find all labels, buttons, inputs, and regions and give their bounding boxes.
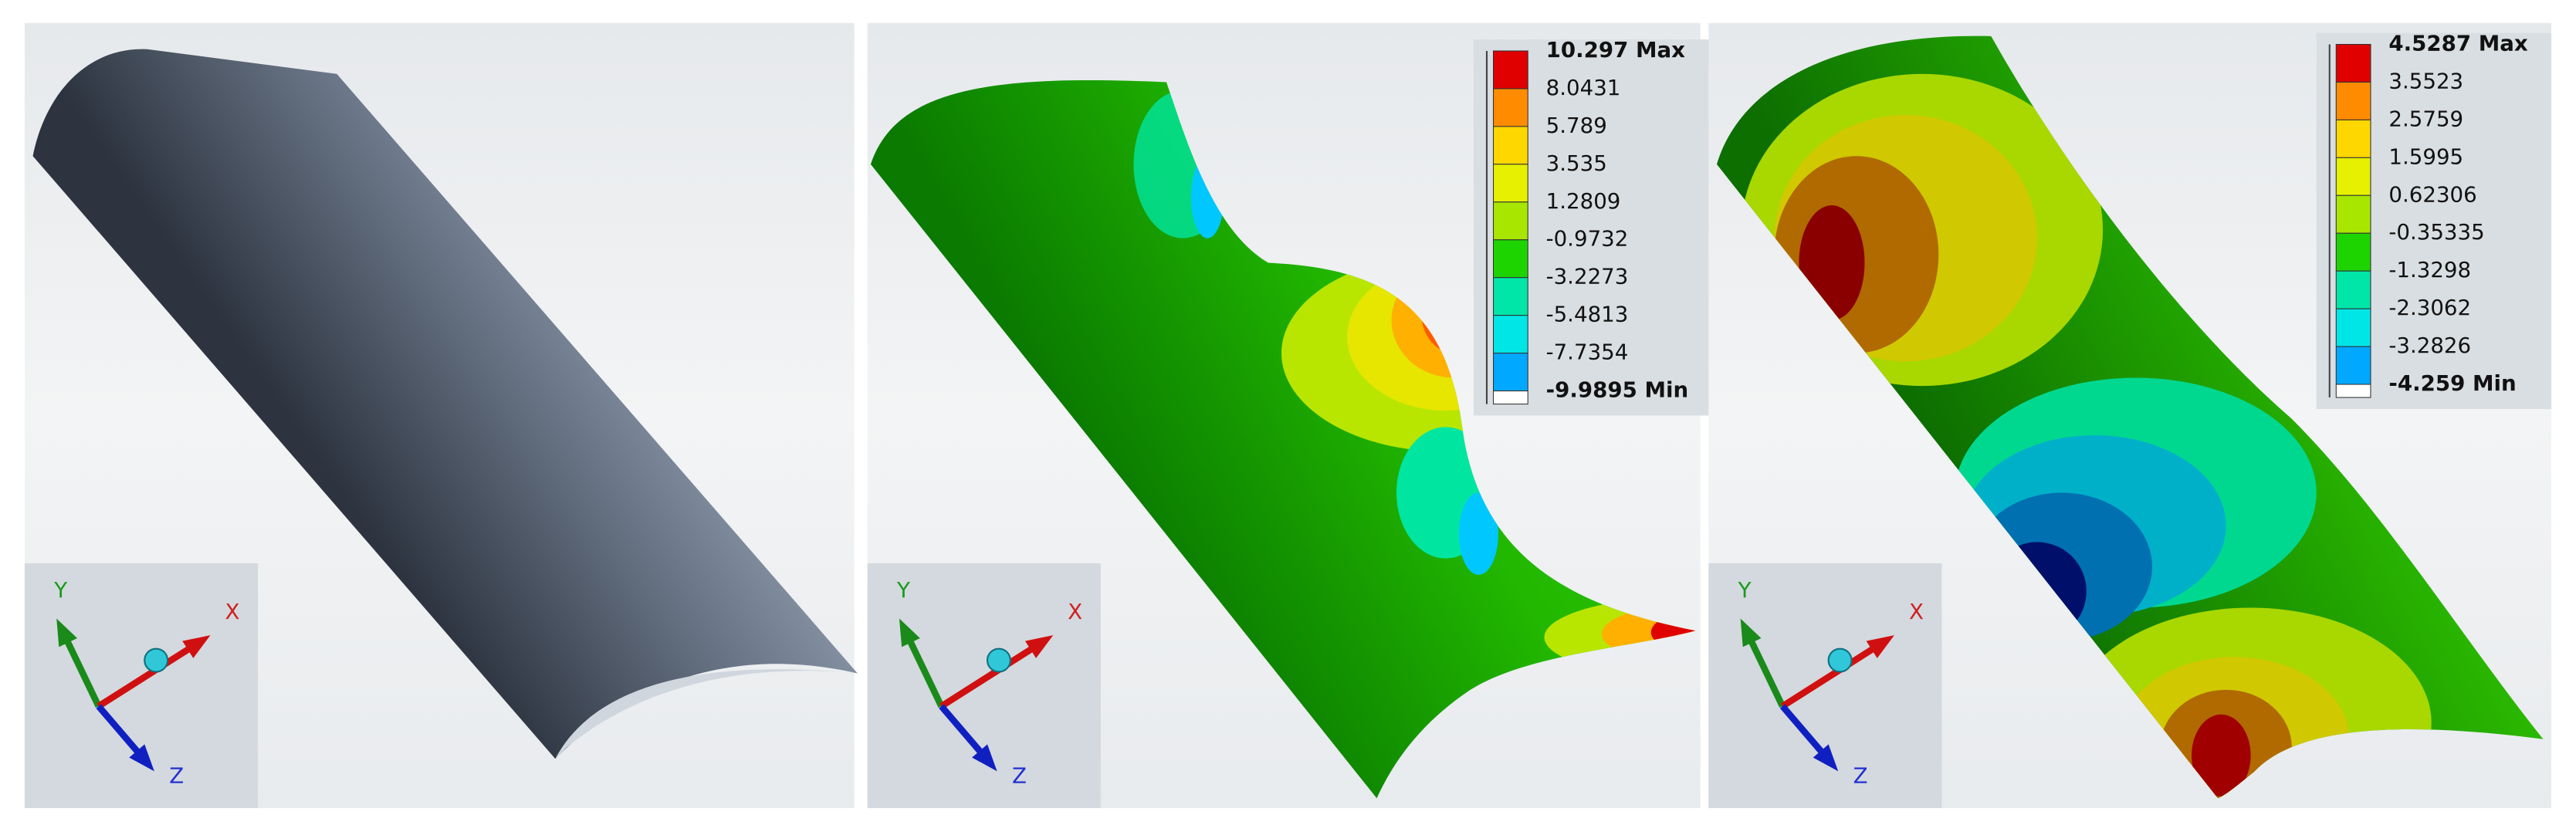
triad: Y X Z [1708, 563, 1942, 809]
legend-label: -2.3062 [2388, 295, 2471, 320]
legend-label: 2.5759 [2388, 106, 2463, 131]
legend-swatch [1492, 88, 1528, 127]
x-arrowhead [1866, 635, 1894, 658]
model-undeformed [32, 49, 858, 759]
legend-label: -3.2826 [2388, 333, 2471, 358]
triad-box [24, 563, 259, 809]
axis-label: Z [1012, 763, 1027, 789]
x-axis [1780, 637, 1888, 709]
triad-origin [1827, 647, 1853, 673]
triad-box [1708, 563, 1942, 809]
legend-label: 10.297 Max [1546, 37, 1686, 63]
triad-box [867, 563, 1101, 809]
legend-swatch [1492, 315, 1528, 354]
legend-swatch [2335, 232, 2371, 272]
legend-label: -5.4813 [1546, 302, 1629, 327]
legend-swatch [2335, 346, 2371, 385]
x-arrowhead [1024, 635, 1054, 658]
axis-label: X [1068, 599, 1082, 624]
axis-label: Y [896, 577, 910, 603]
legend: 4.5287 Max 3.5523 2.5759 1.5995 0.62306 -0.35… [2316, 30, 2552, 409]
triad: Y X Z [24, 563, 259, 809]
axis-label: Z [1853, 763, 1868, 789]
legend-swatch [2335, 384, 2371, 398]
triad-origin [144, 647, 169, 673]
legend-swatch [2335, 81, 2371, 120]
shell-edge [555, 669, 858, 759]
z-arrowhead [972, 744, 997, 772]
shell [870, 79, 1696, 799]
z-arrowhead [129, 744, 154, 772]
y-arrowhead [56, 618, 78, 647]
legend-label: 3.5523 [2388, 68, 2463, 93]
legend-swatch [1492, 353, 1528, 392]
axis-label: Y [1738, 577, 1752, 603]
legend-swatch [2335, 308, 2371, 347]
axis-label: Y [53, 577, 67, 603]
legend-swatch [1492, 164, 1528, 203]
legend-label: -9.9895 Min [1546, 377, 1689, 403]
axis-label: X [225, 599, 240, 624]
legend-label: 4.5287 Max [2388, 30, 2528, 56]
legend-swatch [1492, 239, 1528, 279]
legend-swatch [2335, 43, 2371, 83]
z-arrowhead [1813, 744, 1839, 772]
legend-swatch [1492, 126, 1528, 165]
x-arrowhead [182, 635, 211, 658]
legend-label: -3.2273 [1546, 264, 1629, 289]
axis-label: X [1909, 599, 1924, 624]
legend-swatch [2335, 119, 2371, 158]
legend-label: 1.5995 [2388, 144, 2463, 169]
legend-swatch [1492, 390, 1528, 405]
legend-label: -0.35335 [2388, 219, 2484, 245]
legend-label: -1.3298 [2388, 257, 2471, 282]
x-axis [939, 637, 1047, 709]
shell [32, 49, 858, 759]
legend-swatch [2335, 270, 2371, 309]
y-arrowhead [1740, 618, 1762, 647]
legend-label: 3.535 [1546, 150, 1607, 176]
triad: Y X Z [867, 563, 1101, 809]
legend-swatch [1492, 50, 1528, 90]
legend: 10.297 Max 8.0431 5.789 3.535 1.2809 -0.9732 -… [1473, 37, 1709, 416]
legend-label: 0.62306 [2388, 181, 2476, 207]
legend-label: 1.2809 [1546, 188, 1621, 214]
axis-label: Z [169, 763, 184, 789]
triad-origin [986, 647, 1011, 673]
legend-label: 8.0431 [1546, 75, 1621, 100]
legend-label: -7.7354 [1546, 340, 1629, 365]
y-arrowhead [899, 618, 920, 647]
overlays: Y X Z Y X Z 10.297 Max 8.0431 5.789 3.535 1.2809 -0… [24, 30, 2552, 809]
legend-swatch [2335, 194, 2371, 234]
legend-label: 5.789 [1546, 113, 1607, 138]
x-axis [96, 637, 205, 709]
legend-swatch [1492, 277, 1528, 316]
legend-label: -4.259 Min [2388, 370, 2516, 396]
legend-label: -0.9732 [1546, 226, 1629, 252]
legend-swatch [1492, 201, 1528, 241]
legend-swatch [2335, 157, 2371, 196]
